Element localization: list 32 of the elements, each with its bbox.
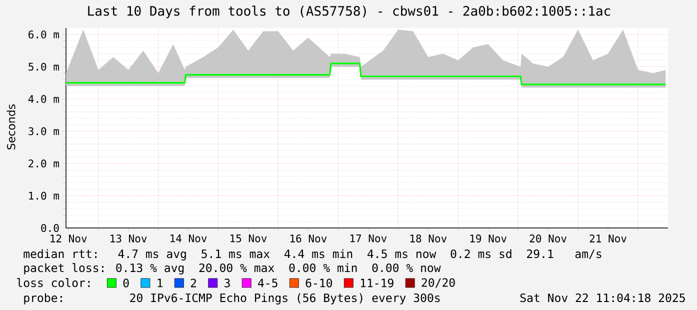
text: Sat Nov 22 11:04:18 2025 (520, 293, 685, 302)
legend-label: 6-10 (306, 278, 332, 288)
x-tick-label: 20 Nov (530, 234, 567, 242)
y-tick-label: 6.0 m (28, 30, 59, 38)
legend-label: 4-5 (258, 278, 278, 288)
x-tick-label: 14 Nov (170, 234, 207, 242)
legend-label: 11-19 (360, 278, 394, 288)
x-tick-label: 16 Nov (290, 234, 327, 242)
y-tick-label: 0.0 (41, 224, 59, 232)
legend-label: 2 (190, 278, 196, 288)
text: packet loss: 0.13 % avg 20.00 % max 0.00 % min 0.00 % now (24, 263, 441, 274)
legend-label: 0 (123, 278, 129, 288)
x-tick-label: 17 Nov (350, 234, 387, 242)
x-tick-label: 12 Nov (50, 234, 87, 242)
x-tick-label: 19 Nov (470, 234, 507, 242)
x-tick-label: 18 Nov (410, 234, 447, 242)
text: median rtt: 4.7 ms avg 5.1 ms max 4.4 ms min 4.5 ms now 0.2 ms sd 29.1 am/s (24, 249, 602, 260)
y-tick-label: 1.0 m (29, 192, 59, 200)
legend-label: 1 (158, 278, 162, 288)
legend-label: 3 (224, 278, 230, 288)
chart-title: Last 10 Days from tools to (AS57758) - cbws01 - 2a0b:b602:1005::1ac (88, 6, 610, 18)
legend-title: loss color: (17, 278, 90, 288)
y-tick-label: 3.0 m (28, 127, 59, 136)
x-tick-label: 13 Nov (110, 234, 147, 242)
y-tick-label: 5.0 m (28, 62, 59, 71)
legend-label: 20/20 (422, 278, 455, 288)
y-tick-label: 4.0 m (28, 94, 59, 103)
y-tick-label: 2.0 m (28, 160, 59, 168)
x-tick-label: 21 Nov (590, 234, 626, 242)
x-tick-label: 15 Nov (230, 234, 267, 242)
text: probe: 20 IPv6-ICMP Echo Pings (56 Bytes) every 300s (24, 293, 440, 304)
y-axis-title: Seconds (6, 104, 16, 150)
